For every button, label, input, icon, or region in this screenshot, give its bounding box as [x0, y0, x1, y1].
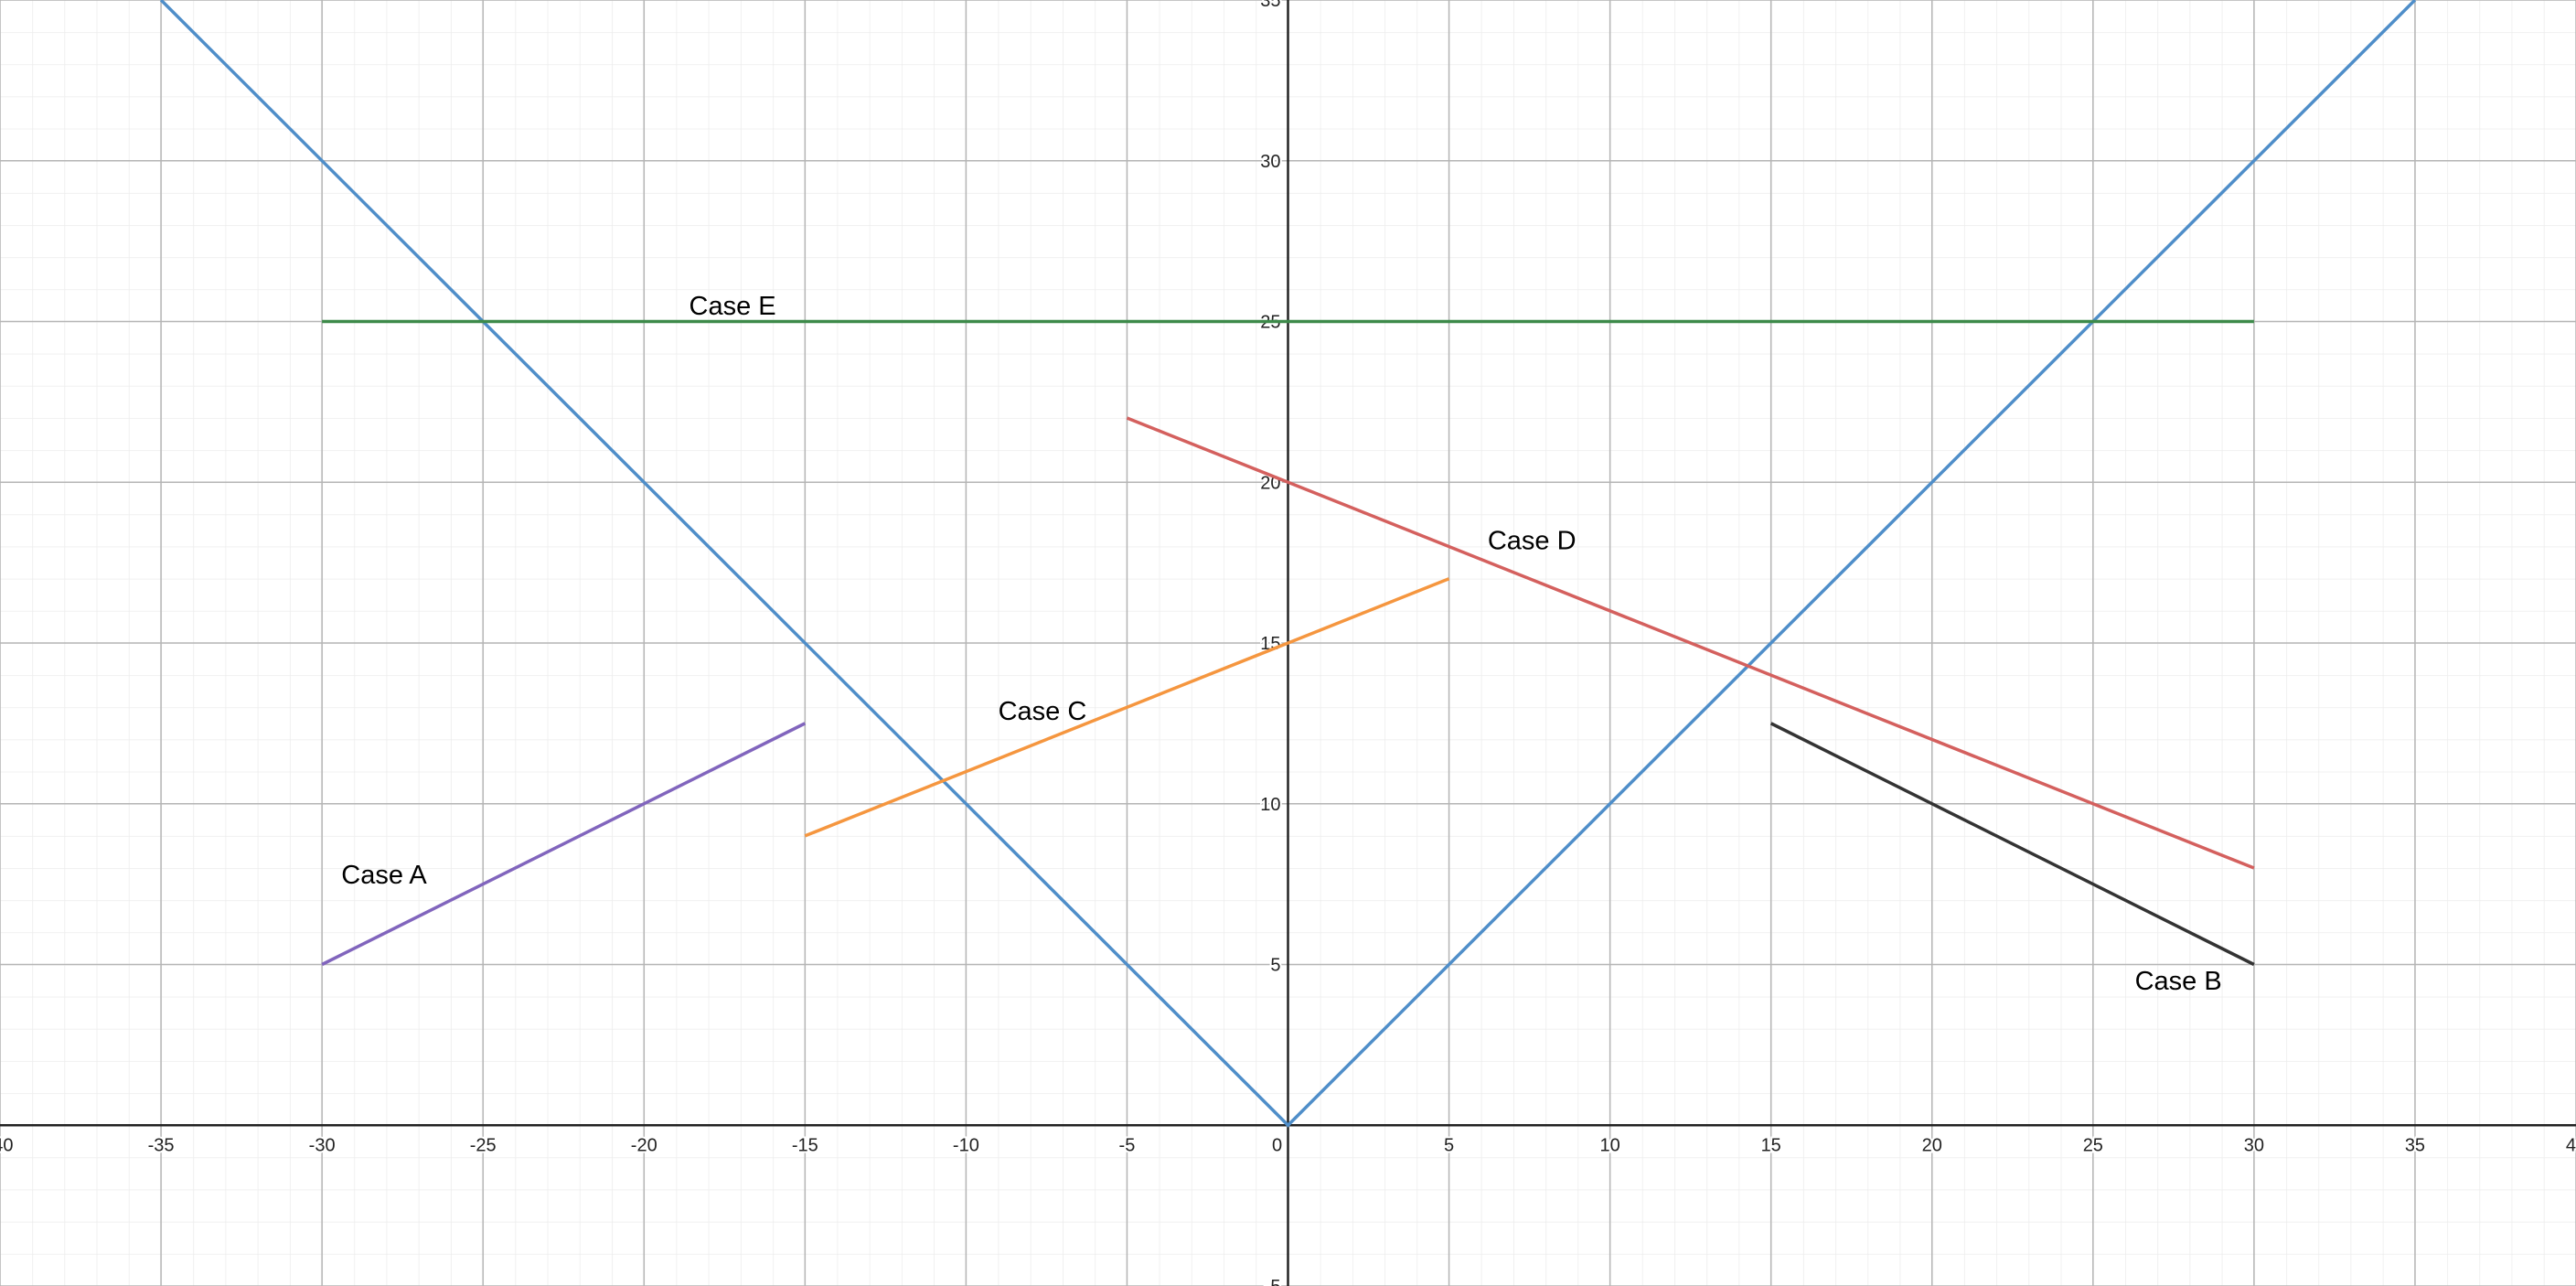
series-line: [159, 0, 2417, 1128]
series-line: [1126, 416, 2255, 870]
x-tick-label: -15: [792, 1135, 818, 1155]
x-tick-label: 0: [1272, 1135, 1282, 1155]
x-tick-label: 40: [2566, 1135, 2576, 1155]
series-line: [1769, 722, 2255, 967]
series-line: [804, 577, 1450, 838]
x-tick-label: -10: [953, 1135, 979, 1155]
y-tick-label: 35: [1260, 0, 1280, 11]
y-tick-label: 10: [1260, 795, 1280, 815]
series-label: Case E: [689, 292, 776, 321]
y-tick-label: 5: [1270, 956, 1280, 976]
x-tick-label: 5: [1444, 1135, 1454, 1155]
series-label: Case C: [999, 697, 1087, 726]
x-tick-label: 10: [1600, 1135, 1620, 1155]
x-tick-label: -30: [309, 1135, 336, 1155]
series-line: [321, 722, 807, 967]
x-tick-label: -5: [1119, 1135, 1136, 1155]
series-label: Case A: [341, 861, 427, 890]
x-tick-label: 20: [1922, 1135, 1942, 1155]
y-tick-label: -5: [1265, 1277, 1281, 1286]
x-tick-label: 25: [2083, 1135, 2103, 1155]
x-tick-label: 30: [2244, 1135, 2264, 1155]
x-tick-label: 15: [1761, 1135, 1781, 1155]
series-label: Case D: [1488, 527, 1577, 556]
x-tick-label: -25: [470, 1135, 497, 1155]
x-tick-label: -35: [148, 1135, 175, 1155]
y-tick-label: 30: [1260, 152, 1280, 172]
x-tick-label: -40: [0, 1135, 13, 1155]
series-label: Case B: [2135, 967, 2222, 996]
x-tick-label: 35: [2405, 1135, 2425, 1155]
x-tick-label: -20: [631, 1135, 657, 1155]
